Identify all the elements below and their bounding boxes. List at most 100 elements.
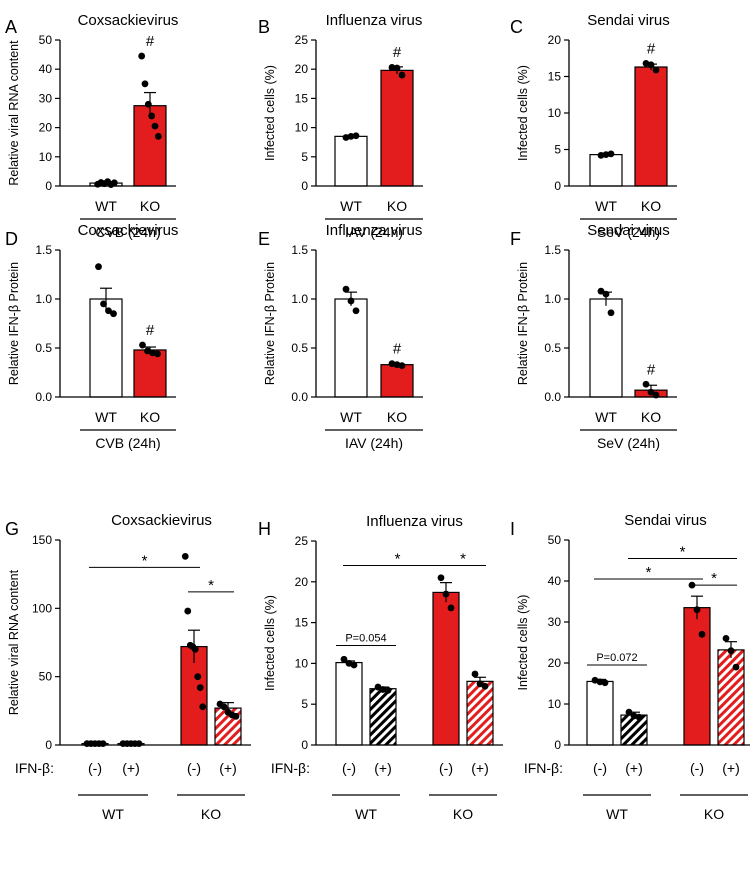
bar: [432, 591, 460, 746]
data-point: [698, 630, 706, 638]
x-category-label: (+): [219, 760, 237, 776]
y-tick-label: 25: [295, 534, 309, 548]
comparison-mark: *: [395, 550, 401, 567]
data-point: [110, 310, 117, 318]
data-point: [647, 61, 655, 69]
y-tick-label: 100: [32, 601, 52, 615]
y-tick-label: 10: [39, 150, 53, 164]
y-tick-label: 0: [45, 179, 52, 193]
y-tick-label: 30: [39, 91, 53, 105]
x-category-label: (-): [88, 760, 102, 776]
y-tick-label: 0: [554, 179, 561, 193]
data-point: [184, 607, 192, 615]
x-category-label: (+): [722, 760, 740, 776]
bar: [589, 298, 623, 398]
bar: [380, 364, 414, 398]
x-category-label: WT: [595, 198, 617, 214]
y-tick-label: 30: [548, 615, 562, 629]
data-point: [340, 655, 348, 663]
y-tick-label: 15: [548, 70, 562, 84]
treatment-label: IFN-β:: [524, 760, 563, 776]
data-point: [194, 673, 202, 681]
panel-letter: A: [5, 17, 17, 37]
y-tick-label: 0.0: [544, 390, 561, 404]
y-axis-label: Infected cells (%): [516, 595, 530, 691]
comparison-mark: *: [711, 570, 717, 587]
y-tick-label: 50: [548, 533, 562, 547]
y-tick-label: 50: [39, 670, 53, 684]
bar: [634, 66, 668, 187]
y-tick-label: 10: [295, 121, 309, 135]
y-axis-label: Infected cells (%): [263, 595, 277, 691]
x-category-label: KO: [387, 198, 407, 214]
data-point: [232, 712, 240, 720]
data-point: [732, 663, 740, 671]
data-point: [393, 64, 401, 72]
y-tick-label: 20: [295, 62, 309, 76]
y-tick-label: 0.5: [291, 341, 308, 355]
treatment-label: IFN-β:: [271, 760, 310, 776]
group-label: SeV (24h): [597, 224, 660, 240]
y-tick-label: 0: [554, 738, 561, 752]
x-category-label: WT: [95, 198, 117, 214]
panel-letter: B: [258, 17, 270, 37]
bar: [466, 680, 494, 746]
y-tick-label: 0: [301, 179, 308, 193]
data-point: [447, 604, 455, 612]
data-point: [602, 151, 610, 159]
y-axis-label: Relative IFN-β Protein: [516, 262, 530, 385]
panel-title: Coxsackievirus: [78, 222, 179, 239]
comparison-mark: *: [646, 564, 652, 581]
data-point: [652, 66, 660, 74]
y-axis-label: Infected cells (%): [263, 65, 277, 161]
chart-panel-h: H Influenza virus 0 5 10 15 20 25 Infected cells…: [258, 513, 503, 822]
comparison-mark: *: [460, 550, 466, 567]
y-tick-label: 1.0: [544, 292, 561, 306]
bar: [335, 661, 363, 746]
x-category-label: KO: [641, 409, 661, 425]
y-tick-label: 20: [39, 121, 53, 135]
bar: [683, 607, 711, 746]
group-label: KO: [453, 806, 473, 822]
y-tick-label: 20: [548, 656, 562, 670]
panel-letter: I: [510, 519, 515, 539]
bar: [380, 69, 414, 187]
data-point: [154, 132, 162, 140]
panel-title: Coxsackievirus: [78, 12, 179, 29]
y-tick-label: 150: [32, 533, 52, 547]
y-tick-label: 0.0: [35, 390, 52, 404]
data-point: [154, 350, 161, 358]
y-tick-label: 10: [548, 697, 562, 711]
group-label: KO: [201, 806, 221, 822]
data-point: [99, 740, 107, 748]
panel-title: Coxsackievirus: [111, 512, 212, 529]
y-axis-label: Infected cells (%): [516, 65, 530, 161]
y-tick-label: 15: [295, 616, 309, 630]
panel-letter: F: [510, 229, 521, 249]
x-category-label: (+): [122, 760, 140, 776]
bar: [589, 154, 623, 187]
data-point: [95, 263, 102, 271]
data-point: [647, 388, 655, 396]
panel-title: Sendai virus: [624, 512, 707, 529]
group-label: WT: [102, 806, 124, 822]
x-category-label: KO: [387, 409, 407, 425]
data-point: [437, 574, 445, 582]
group-label: IAV (24h): [345, 224, 403, 240]
panel-title: Influenza virus: [366, 513, 463, 530]
data-point: [110, 179, 118, 187]
bar: [620, 714, 648, 746]
y-tick-label: 1.5: [35, 243, 52, 257]
y-tick-label: 10: [295, 656, 309, 670]
bar: [334, 135, 368, 187]
data-point: [388, 64, 396, 71]
bar: [369, 688, 397, 746]
x-category-label: WT: [340, 198, 362, 214]
panel-title: Influenza virus: [326, 222, 423, 239]
y-tick-label: 25: [295, 33, 309, 47]
data-point: [607, 150, 615, 158]
chart-panel-e: E Influenza virus 0.0 0.5 1.0 1.5 Relative IFN…: [258, 222, 423, 451]
p-value-label: P=0.072: [596, 652, 637, 664]
panel-title: Influenza virus: [326, 12, 423, 29]
